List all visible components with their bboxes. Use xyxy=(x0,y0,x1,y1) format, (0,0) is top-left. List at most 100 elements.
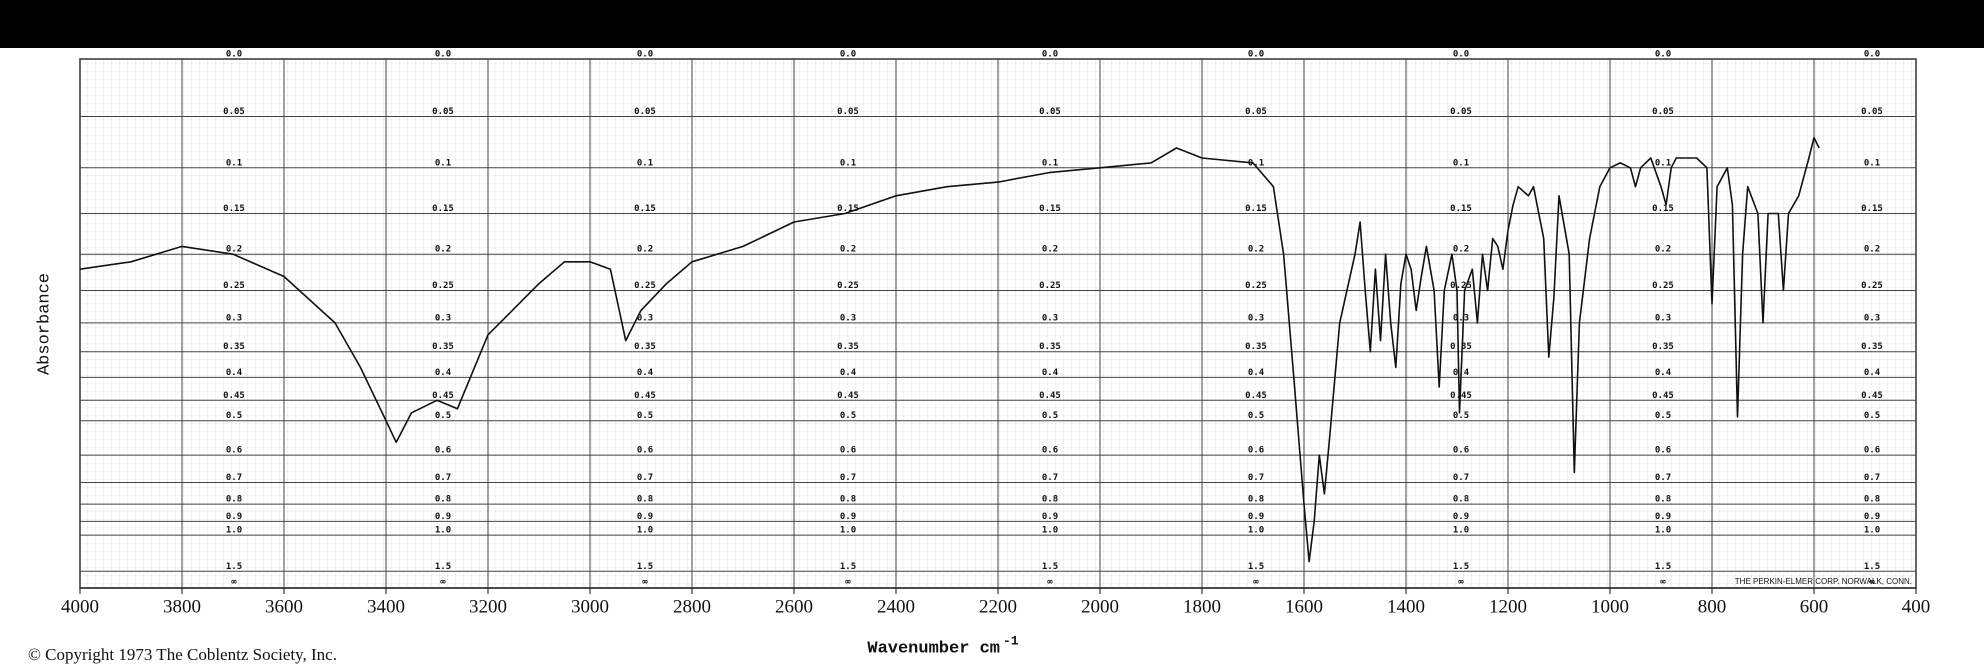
x-tick-label: 800 xyxy=(1698,596,1727,617)
bottom-label: ∞ xyxy=(1660,578,1666,588)
y-tick-label: 0.9 xyxy=(840,512,856,522)
y-tick-label: 0.35 xyxy=(837,342,859,352)
y-tick-label: 0.4 xyxy=(637,368,654,378)
y-tick-label: 0.1 xyxy=(1453,158,1469,168)
y-tick-label: 0.7 xyxy=(226,473,242,483)
bottom-label: ∞ xyxy=(1458,578,1464,588)
y-tick-label: 0.2 xyxy=(1042,245,1058,255)
y-tick-label: 0.3 xyxy=(1864,313,1880,323)
y-tick-label: 0.45 xyxy=(1861,391,1883,401)
y-tick-label: 0.7 xyxy=(637,473,653,483)
x-tick-label: 2600 xyxy=(775,596,813,617)
y-tick-label: 0.35 xyxy=(223,342,245,352)
y-tick-label: 0.1 xyxy=(1655,158,1671,168)
bottom-label: ∞ xyxy=(231,578,237,588)
y-tick-label: 1.0 xyxy=(435,526,451,536)
y-tick-label: 1.5 xyxy=(637,562,653,572)
scan-border xyxy=(0,0,1984,48)
bottom-label: ∞ xyxy=(440,578,446,588)
y-tick-label: 1.0 xyxy=(226,526,242,536)
y-tick-label: 0.3 xyxy=(1248,313,1264,323)
y-tick-label: 0.0 xyxy=(1042,50,1058,60)
x-tick-label: 1800 xyxy=(1183,596,1221,617)
y-tick-label: 0.25 xyxy=(1861,281,1883,291)
y-tick-label: 0.3 xyxy=(226,313,242,323)
y-tick-label: 0.5 xyxy=(1248,411,1264,421)
y-tick-label: 0.5 xyxy=(435,411,451,421)
y-tick-label: 0.5 xyxy=(1655,411,1671,421)
y-tick-label: 0.6 xyxy=(1042,446,1058,456)
y-tick-label: 0.25 xyxy=(1245,281,1267,291)
y-tick-label: 1.5 xyxy=(226,562,242,572)
y-tick-label: 0.4 xyxy=(226,368,243,378)
y-tick-label: 1.0 xyxy=(1453,526,1469,536)
y-tick-label: 0.15 xyxy=(1861,204,1883,214)
y-tick-label: 0.5 xyxy=(1042,411,1058,421)
x-tick-label: 1400 xyxy=(1387,596,1425,617)
y-tick-label: 0.35 xyxy=(1861,342,1883,352)
y-tick-label: 0.6 xyxy=(1864,446,1880,456)
y-tick-label: 1.0 xyxy=(1655,526,1671,536)
y-tick-label: 0.15 xyxy=(634,204,656,214)
y-tick-label: 0.0 xyxy=(226,50,242,60)
x-tick-label: 600 xyxy=(1800,596,1829,617)
y-tick-label: 0.0 xyxy=(840,50,856,60)
y-tick-label: 0.3 xyxy=(1042,313,1058,323)
y-tick-label: 0.25 xyxy=(1652,281,1674,291)
y-tick-label: 0.8 xyxy=(1864,495,1880,505)
y-tick-label: 0.5 xyxy=(1864,411,1880,421)
bottom-label: ∞ xyxy=(845,578,851,588)
y-tick-label: 0.4 xyxy=(1042,368,1059,378)
y-tick-label: 0.0 xyxy=(435,50,451,60)
y-tick-label: 0.05 xyxy=(634,107,656,117)
y-tick-label: 0.05 xyxy=(1245,107,1267,117)
y-tick-label: 0.9 xyxy=(637,512,653,522)
x-tick-label: 4000 xyxy=(61,596,99,617)
y-tick-label: 0.05 xyxy=(1450,107,1472,117)
x-axis-label-exponent: -1 xyxy=(1003,633,1019,648)
y-tick-label: 1.5 xyxy=(1453,562,1469,572)
y-tick-label: 0.8 xyxy=(1042,495,1058,505)
x-tick-label: 1600 xyxy=(1285,596,1323,617)
y-tick-label: 0.25 xyxy=(432,281,454,291)
x-axis-label: Wavenumber cm xyxy=(867,639,1000,658)
y-tick-label: 0.35 xyxy=(1245,342,1267,352)
y-tick-label: 0.6 xyxy=(1655,446,1671,456)
x-tick-label: 3400 xyxy=(367,596,405,617)
y-tick-label: 0.35 xyxy=(1652,342,1674,352)
y-tick-label: 0.45 xyxy=(837,391,859,401)
x-tick-label: 1200 xyxy=(1489,596,1527,617)
y-tick-label: 0.45 xyxy=(1652,391,1674,401)
y-axis-label: Absorbance xyxy=(35,273,54,375)
y-tick-label: 0.7 xyxy=(840,473,856,483)
y-tick-label: 0.05 xyxy=(1652,107,1674,117)
y-tick-label: 1.5 xyxy=(435,562,451,572)
x-tick-label: 3800 xyxy=(163,596,201,617)
y-tick-label: 0.4 xyxy=(840,368,857,378)
y-tick-label: 0.2 xyxy=(840,245,856,255)
y-tick-label: 0.25 xyxy=(223,281,245,291)
y-tick-label: 1.0 xyxy=(1864,526,1880,536)
y-tick-label: 0.8 xyxy=(435,495,451,505)
y-tick-label: 0.45 xyxy=(432,391,454,401)
y-tick-label: 0.15 xyxy=(1039,204,1061,214)
copyright: © Copyright 1973 The Coblentz Society, I… xyxy=(28,645,337,664)
y-tick-label: 0.5 xyxy=(840,411,856,421)
y-tick-label: 0.9 xyxy=(1864,512,1880,522)
y-tick-label: 0.25 xyxy=(1450,281,1472,291)
spectrum-line xyxy=(79,136,1820,563)
y-tick-label: 0.9 xyxy=(1248,512,1264,522)
y-tick-label: 1.5 xyxy=(1248,562,1264,572)
y-tick-label: 0.15 xyxy=(1652,204,1674,214)
bottom-label: ∞ xyxy=(1047,578,1053,588)
y-tick-label: 0.1 xyxy=(1042,158,1058,168)
y-tick-label: 0.8 xyxy=(840,495,856,505)
y-tick-label: 0.4 xyxy=(1248,368,1265,378)
y-tick-label: 0.45 xyxy=(634,391,656,401)
y-tick-label: 0.5 xyxy=(226,411,242,421)
y-tick-label: 0.9 xyxy=(1042,512,1058,522)
y-tick-label: 0.1 xyxy=(226,158,242,168)
y-tick-label: 0.0 xyxy=(1248,50,1264,60)
x-tick-label: 2800 xyxy=(673,596,711,617)
